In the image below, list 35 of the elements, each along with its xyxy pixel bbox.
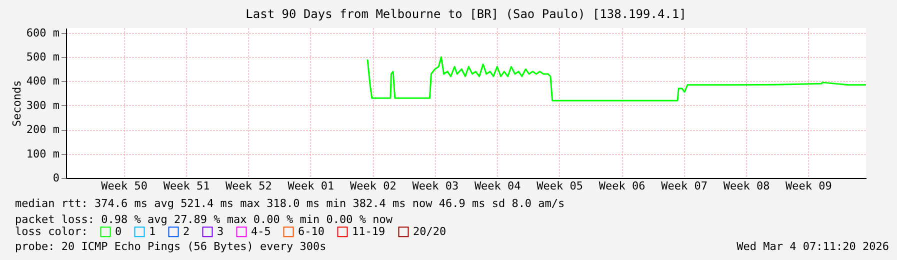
line-series <box>366 56 867 102</box>
legend-label: 0 <box>115 224 122 238</box>
x-tick-label: Week 03 <box>412 180 459 192</box>
x-tick-label: Week 08 <box>723 180 770 192</box>
chart-title: Last 90 Days from Melbourne to [BR] (Sao Paulo) [138.199.4.1] <box>246 6 686 21</box>
text: probe: 20 ICMP Echo Pings (56 Bytes) every 300s <box>15 240 326 253</box>
text: median rtt: 374.6 ms avg 521.4 ms max 318.0 ms min 382.4 ms now 46.9 ms sd 8.0 am/s <box>15 197 565 210</box>
y-tick-label: 0 <box>52 172 60 184</box>
x-tick-label: Week 04 <box>474 180 522 192</box>
legend-title: loss color: <box>15 225 88 238</box>
legend-label: 6-10 <box>298 224 324 238</box>
x-tick-label: Week 06 <box>598 180 646 192</box>
y-tick-label: 100 m <box>26 147 60 160</box>
y-tick-label: 300 m <box>26 98 60 112</box>
x-tick-label: Week 50 <box>101 180 148 192</box>
y-tick-label: 200 m <box>26 123 60 136</box>
legend-label: 11-19 <box>352 224 386 238</box>
legend-label: 4-5 <box>251 224 271 238</box>
y-tick-label: 600 m <box>26 26 60 40</box>
x-tick-label: Week 52 <box>226 180 272 192</box>
x-tick-label: Week 51 <box>163 180 210 192</box>
y-tick-label: 400 m <box>26 74 60 88</box>
x-tick-label: Week 07 <box>661 180 708 192</box>
legend-label: 1 <box>149 224 156 238</box>
x-tick-label: Week 02 <box>350 180 396 192</box>
legend-label: 20/20 <box>413 224 446 238</box>
y-axis-title: Seconds <box>10 80 24 127</box>
y-tick-label: 500 m <box>26 50 60 64</box>
text: Wed Mar 4 07:11:20 2026 <box>736 240 889 253</box>
x-tick-label: Week 09 <box>786 180 832 192</box>
x-tick-label: Week 05 <box>536 180 584 192</box>
text: packet loss: 0.98 % avg 27.89 % max 0.00 % min 0.00 % now <box>15 213 393 226</box>
x-tick-label: Week 01 <box>288 180 334 192</box>
legend-label: 2 <box>183 224 190 238</box>
legend-label: 3 <box>217 224 224 238</box>
